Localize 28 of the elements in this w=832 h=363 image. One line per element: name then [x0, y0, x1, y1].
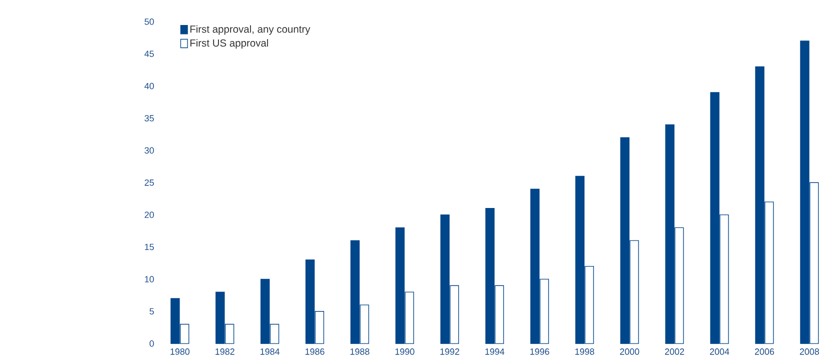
y-tick-label: 15	[144, 244, 154, 250]
y-tick-label: 25	[144, 180, 154, 186]
x-tick-label: 1984	[260, 348, 280, 355]
y-tick-label: 45	[144, 50, 154, 58]
y-tick-label: 0	[150, 340, 154, 347]
x-tick-label: 1982	[216, 348, 234, 355]
x-tick-label: 2004	[710, 348, 730, 355]
legend-label: First approval, any country	[190, 25, 310, 35]
y-tick-label: 35	[144, 115, 154, 122]
y-tick-label: 40	[144, 82, 154, 90]
x-tick-label: 1990	[395, 348, 414, 355]
x-tick-label: 1996	[530, 348, 550, 355]
x-tick-label: 1988	[350, 348, 370, 355]
x-tick-label: 1994	[485, 348, 504, 355]
x-tick-label: 1980	[170, 348, 190, 355]
x-tick-label: 2000	[620, 348, 640, 355]
x-tick-label: 1986	[305, 348, 324, 355]
x-tick-label: 2002	[665, 348, 684, 355]
x-tick-label: 1992	[440, 348, 460, 355]
y-tick-label: 5	[150, 308, 154, 315]
legend-label: First US approval	[190, 39, 268, 49]
y-tick-label: 10	[144, 276, 154, 282]
y-tick-label: 30	[144, 147, 154, 154]
y-tick-label: 50	[144, 18, 154, 25]
x-tick-label: 1998	[575, 348, 594, 355]
x-tick-label: 2008	[800, 348, 820, 355]
y-tick-label: 20	[144, 212, 154, 218]
x-tick-label: 2006	[754, 348, 774, 355]
